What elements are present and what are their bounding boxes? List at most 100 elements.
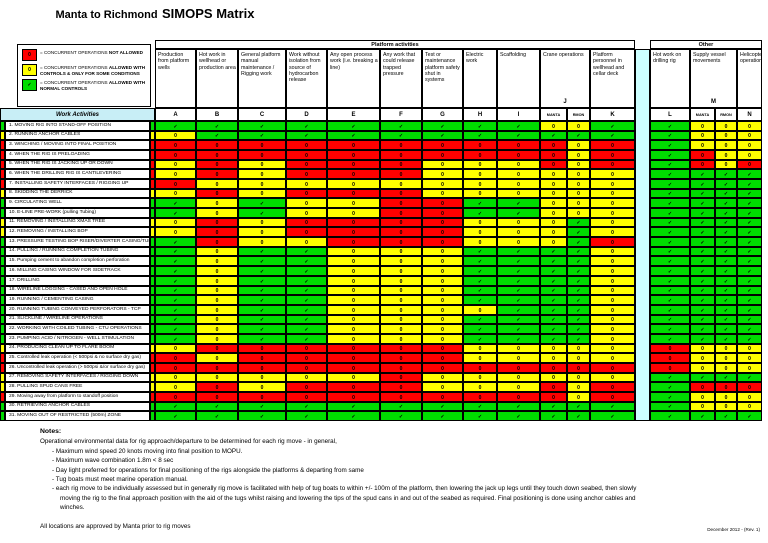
matrix-cell-m-rmon: ✓ — [715, 266, 737, 276]
matrix-cell-c: ✓ — [238, 276, 286, 286]
row-rating-strip-left — [0, 402, 5, 411]
matrix-cell-a: ✓ — [155, 276, 196, 286]
matrix-cell-j-rmon: ✓ — [567, 227, 590, 237]
matrix-cell-m-rmon: ✓ — [715, 373, 737, 382]
matrix-cell-i: 0 — [497, 160, 540, 169]
column-letter-l: L — [650, 108, 690, 121]
page-title-prefix: Manta to Richmond — [55, 9, 158, 21]
matrix-cell-d: 0 — [286, 363, 327, 373]
row-rating-strip-right — [150, 305, 155, 315]
subcolumn-j-manta: MANTA — [540, 108, 567, 121]
matrix-cell-c: 0 — [238, 382, 286, 392]
matrix-cell-m-manta: ✓ — [690, 276, 715, 286]
matrix-cell-e: 0 — [327, 276, 380, 286]
row-rating-strip-right — [150, 121, 155, 131]
matrix-cell-c: ✓ — [238, 266, 286, 276]
matrix-cell-m-rmon: ✓ — [715, 305, 737, 315]
row-label: 14. PULLING / RUNNING COMPLETION TUBING — [5, 247, 150, 256]
matrix-cell-c: ✓ — [238, 295, 286, 305]
matrix-cell-j-manta: ✓ — [540, 334, 567, 344]
matrix-cell-i: ✓ — [497, 208, 540, 218]
notes-intro: Operational environmental data for rig a… — [40, 438, 337, 446]
matrix-cell-j-rmon: ✓ — [567, 305, 590, 315]
matrix-cell-e: ✓ — [327, 402, 380, 411]
matrix-cell-l: ✓ — [650, 392, 690, 402]
matrix-cell-h: 0 — [463, 305, 497, 315]
matrix-cell-i: 0 — [497, 237, 540, 247]
row-rating-strip-left — [0, 305, 5, 315]
matrix-cell-a: ✓ — [155, 315, 196, 324]
matrix-cell-j-manta: 0 — [540, 169, 567, 179]
matrix-cell-j-manta: 0 — [540, 392, 567, 402]
matrix-cell-f: 0 — [380, 334, 422, 344]
matrix-cell-m-rmon: ✓ — [715, 286, 737, 295]
matrix-cell-k: 0 — [590, 392, 635, 402]
matrix-cell-m-rmon: 0 — [715, 121, 737, 131]
matrix-cell-a: ✓ — [155, 402, 196, 411]
matrix-cell-e: 0 — [327, 295, 380, 305]
row-rating-strip-left — [0, 140, 5, 150]
matrix-cell-e: ✓ — [327, 411, 380, 421]
matrix-cell-d: ✓ — [286, 334, 327, 344]
matrix-cell-a: 0 — [155, 179, 196, 189]
matrix-cell-b: 0 — [196, 286, 238, 295]
matrix-cell-n: 0 — [737, 353, 762, 363]
matrix-cell-n: ✓ — [737, 218, 762, 227]
row-label: 21. SLICKLINE / WIRELINE OPERATIONS — [5, 315, 150, 324]
matrix-cell-a: ✓ — [155, 411, 196, 421]
matrix-cell-e: 0 — [327, 305, 380, 315]
matrix-cell-j-rmon: ✓ — [567, 218, 590, 227]
matrix-cell-d: 0 — [286, 392, 327, 402]
matrix-cell-g: ✓ — [422, 131, 463, 140]
matrix-cell-l: ✓ — [650, 160, 690, 169]
matrix-cell-m-rmon: 0 — [715, 353, 737, 363]
row-label: 16. MILLING CASING WINDOW FOR SIDETRACK — [5, 266, 150, 276]
matrix-cell-m-manta: ✓ — [690, 218, 715, 227]
matrix-cell-i: 0 — [497, 140, 540, 150]
notes-bullet: - each rig move to be individually asses… — [52, 485, 637, 512]
matrix-cell-n: ✓ — [737, 324, 762, 334]
row-rating-strip-right — [150, 256, 155, 266]
row-rating-strip-left — [0, 334, 5, 344]
matrix-cell-b: ✓ — [196, 402, 238, 411]
matrix-cell-f: 0 — [380, 324, 422, 334]
matrix-cell-b: 0 — [196, 324, 238, 334]
column-letter-f: F — [380, 108, 422, 121]
matrix-cell-n: 0 — [737, 363, 762, 373]
matrix-cell-m-rmon: ✓ — [715, 315, 737, 324]
matrix-cell-j-manta: 0 — [540, 198, 567, 208]
matrix-cell-d: 0 — [286, 150, 327, 160]
matrix-cell-c: ✓ — [238, 121, 286, 131]
row-rating-strip-left — [0, 198, 5, 208]
column-header-d: Work without isolation from source of hy… — [286, 49, 327, 108]
row-label: 5. WHEN THE RIG IS JACKING UP OR DOWN — [5, 160, 150, 169]
matrix-cell-a: 0 — [155, 392, 196, 402]
matrix-cell-c: 0 — [238, 344, 286, 353]
legend-swatch-y: 0 — [22, 64, 37, 76]
matrix-cell-m-rmon: 0 — [715, 402, 737, 411]
matrix-cell-m-manta: ✓ — [690, 237, 715, 247]
matrix-cell-a: ✓ — [155, 208, 196, 218]
matrix-cell-i: ✓ — [497, 315, 540, 324]
separator-column — [635, 49, 650, 421]
matrix-cell-j-manta: 0 — [540, 353, 567, 363]
matrix-cell-j-manta: ✓ — [540, 247, 567, 256]
matrix-cell-k: 0 — [590, 324, 635, 334]
matrix-cell-j-rmon: ✓ — [567, 286, 590, 295]
row-label: 29. Moving away from platform to standof… — [5, 392, 150, 402]
matrix-cell-h: ✓ — [463, 121, 497, 131]
matrix-cell-b: 0 — [196, 150, 238, 160]
matrix-cell-g: 0 — [422, 218, 463, 227]
matrix-cell-m-rmon: ✓ — [715, 189, 737, 198]
matrix-cell-i: ✓ — [497, 295, 540, 305]
matrix-cell-k: 0 — [590, 208, 635, 218]
matrix-cell-c: 0 — [238, 353, 286, 363]
matrix-cell-m-rmon: ✓ — [715, 247, 737, 256]
matrix-cell-g: 0 — [422, 353, 463, 363]
row-rating-strip-left — [0, 150, 5, 160]
row-rating-strip-left — [0, 179, 5, 189]
matrix-cell-k: 0 — [590, 315, 635, 324]
matrix-cell-a: 0 — [155, 189, 196, 198]
matrix-cell-c: 0 — [238, 179, 286, 189]
matrix-cell-h: 0 — [463, 179, 497, 189]
